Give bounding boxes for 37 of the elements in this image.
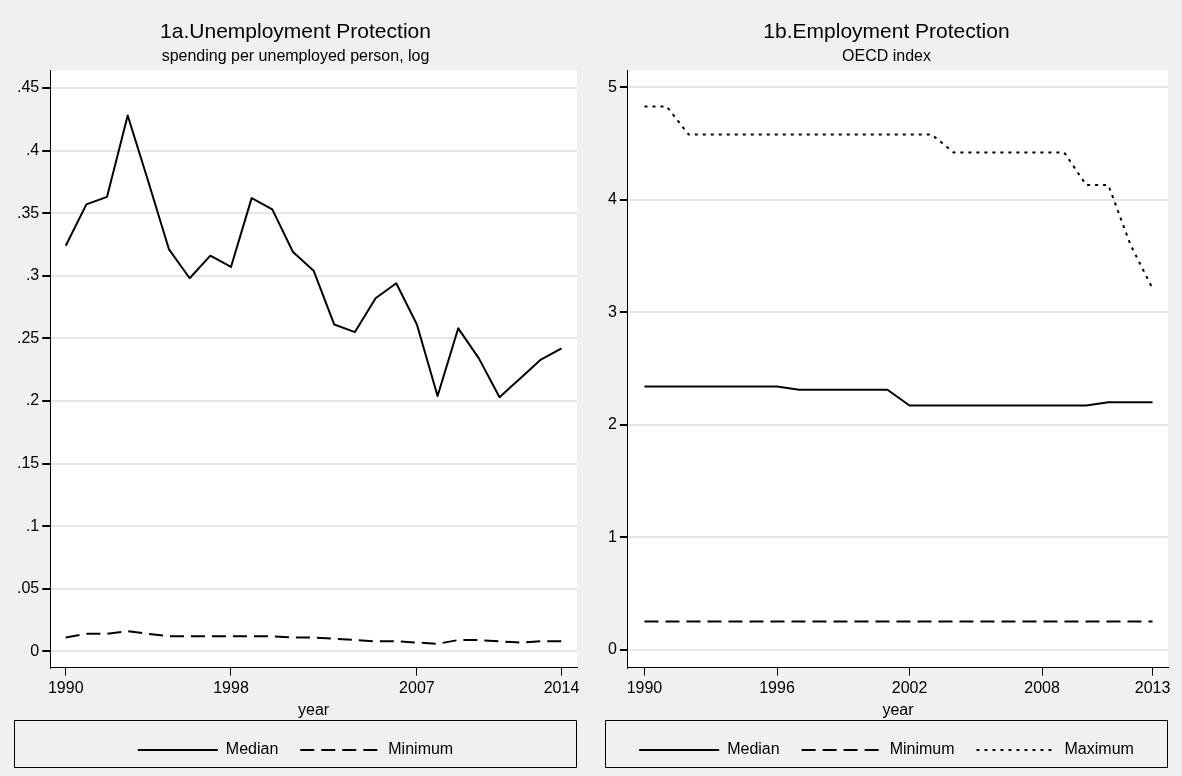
y-tick-label: 0 xyxy=(607,640,617,658)
y-tick-label: .45 xyxy=(16,78,40,96)
legend-label: Minimum xyxy=(889,740,955,758)
chart-subtitle: spending per unemployed person, log xyxy=(161,47,430,65)
y-tick-label: 3 xyxy=(607,302,617,320)
y-tick-label: .25 xyxy=(16,328,40,346)
x-tick-label: 2008 xyxy=(1024,678,1060,696)
x-tick-label: 2002 xyxy=(891,678,928,696)
x-tick-label: 1996 xyxy=(759,678,795,696)
line-series xyxy=(64,630,563,645)
legend-label: Maximum xyxy=(1064,740,1134,758)
x-tick-label: 1998 xyxy=(213,678,249,696)
chart-title: 1a.Unemployment Protection xyxy=(160,19,431,43)
y-tick-label: 4 xyxy=(607,190,617,208)
x-tick-label: 1990 xyxy=(626,678,663,696)
y-tick-label: 2 xyxy=(607,415,617,433)
x-tick-label: 1990 xyxy=(47,678,84,696)
legend-label: Minimum xyxy=(388,740,454,758)
y-tick-label: 5 xyxy=(607,77,617,95)
x-axis-title: year xyxy=(882,700,915,718)
legend-label: Median xyxy=(727,740,780,758)
y-tick-label: .35 xyxy=(16,203,40,221)
x-tick-label: 2007 xyxy=(399,678,435,696)
x-tick-label: 2014 xyxy=(543,678,580,696)
y-tick-label: .2 xyxy=(25,391,40,409)
y-tick-label: .4 xyxy=(25,140,40,158)
y-tick-label: .15 xyxy=(16,453,40,471)
chart-title: 1b.Employment Protection xyxy=(763,19,1010,43)
chart-subtitle: OECD index xyxy=(842,47,931,65)
y-tick-label: .3 xyxy=(25,266,40,284)
y-tick-label: 0 xyxy=(30,641,40,659)
y-tick-label: 1 xyxy=(607,527,617,545)
legend-label: Median xyxy=(225,740,279,758)
x-tick-label: 2013 xyxy=(1134,678,1171,696)
y-tick-label: .1 xyxy=(25,516,40,534)
y-tick-label: .05 xyxy=(16,579,40,597)
x-axis-title: year xyxy=(298,700,330,718)
